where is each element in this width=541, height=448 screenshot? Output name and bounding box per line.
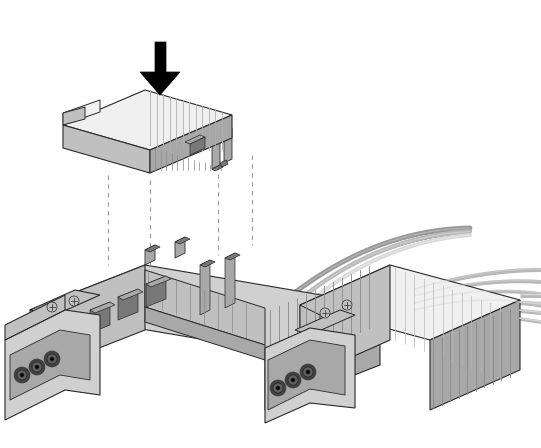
Polygon shape — [200, 260, 210, 315]
Polygon shape — [118, 289, 138, 320]
Circle shape — [44, 351, 60, 367]
Circle shape — [291, 378, 295, 382]
Polygon shape — [295, 310, 355, 335]
Polygon shape — [150, 115, 232, 173]
Circle shape — [285, 372, 301, 388]
Circle shape — [306, 370, 310, 374]
Polygon shape — [265, 305, 380, 410]
Polygon shape — [5, 310, 100, 420]
Circle shape — [303, 367, 313, 377]
Circle shape — [320, 308, 330, 318]
Circle shape — [32, 362, 42, 372]
Polygon shape — [140, 42, 180, 95]
Circle shape — [47, 354, 57, 364]
Polygon shape — [146, 276, 171, 287]
Polygon shape — [145, 270, 265, 345]
Polygon shape — [212, 165, 223, 171]
Circle shape — [35, 365, 39, 369]
Circle shape — [276, 386, 280, 390]
Circle shape — [300, 364, 316, 380]
Polygon shape — [30, 290, 100, 315]
Circle shape — [17, 370, 27, 380]
Circle shape — [14, 367, 30, 383]
Polygon shape — [268, 340, 345, 410]
Polygon shape — [300, 265, 390, 380]
Circle shape — [342, 300, 352, 310]
Polygon shape — [430, 300, 520, 410]
Circle shape — [50, 357, 54, 361]
Polygon shape — [63, 125, 150, 173]
Polygon shape — [212, 134, 220, 169]
Circle shape — [273, 383, 283, 393]
Polygon shape — [190, 137, 205, 155]
Circle shape — [288, 375, 298, 385]
Polygon shape — [225, 253, 235, 308]
Polygon shape — [146, 276, 166, 307]
Circle shape — [47, 302, 57, 312]
Polygon shape — [185, 135, 205, 144]
Circle shape — [20, 373, 24, 377]
Polygon shape — [300, 305, 320, 390]
Polygon shape — [220, 160, 228, 167]
Polygon shape — [224, 128, 232, 163]
Polygon shape — [63, 90, 232, 150]
Polygon shape — [10, 330, 90, 400]
Polygon shape — [30, 265, 145, 375]
Polygon shape — [145, 307, 265, 360]
Polygon shape — [30, 265, 380, 350]
Polygon shape — [145, 245, 155, 265]
Polygon shape — [90, 302, 115, 313]
Polygon shape — [5, 295, 65, 340]
Polygon shape — [225, 253, 240, 260]
Circle shape — [69, 296, 79, 306]
Polygon shape — [200, 260, 215, 267]
Polygon shape — [175, 237, 190, 244]
Circle shape — [270, 380, 286, 396]
Polygon shape — [90, 302, 110, 333]
Polygon shape — [145, 245, 160, 252]
Polygon shape — [265, 328, 355, 423]
Polygon shape — [175, 237, 185, 258]
Circle shape — [29, 359, 45, 375]
Polygon shape — [300, 265, 520, 340]
Polygon shape — [63, 107, 85, 125]
Polygon shape — [63, 100, 100, 125]
Polygon shape — [118, 289, 143, 300]
